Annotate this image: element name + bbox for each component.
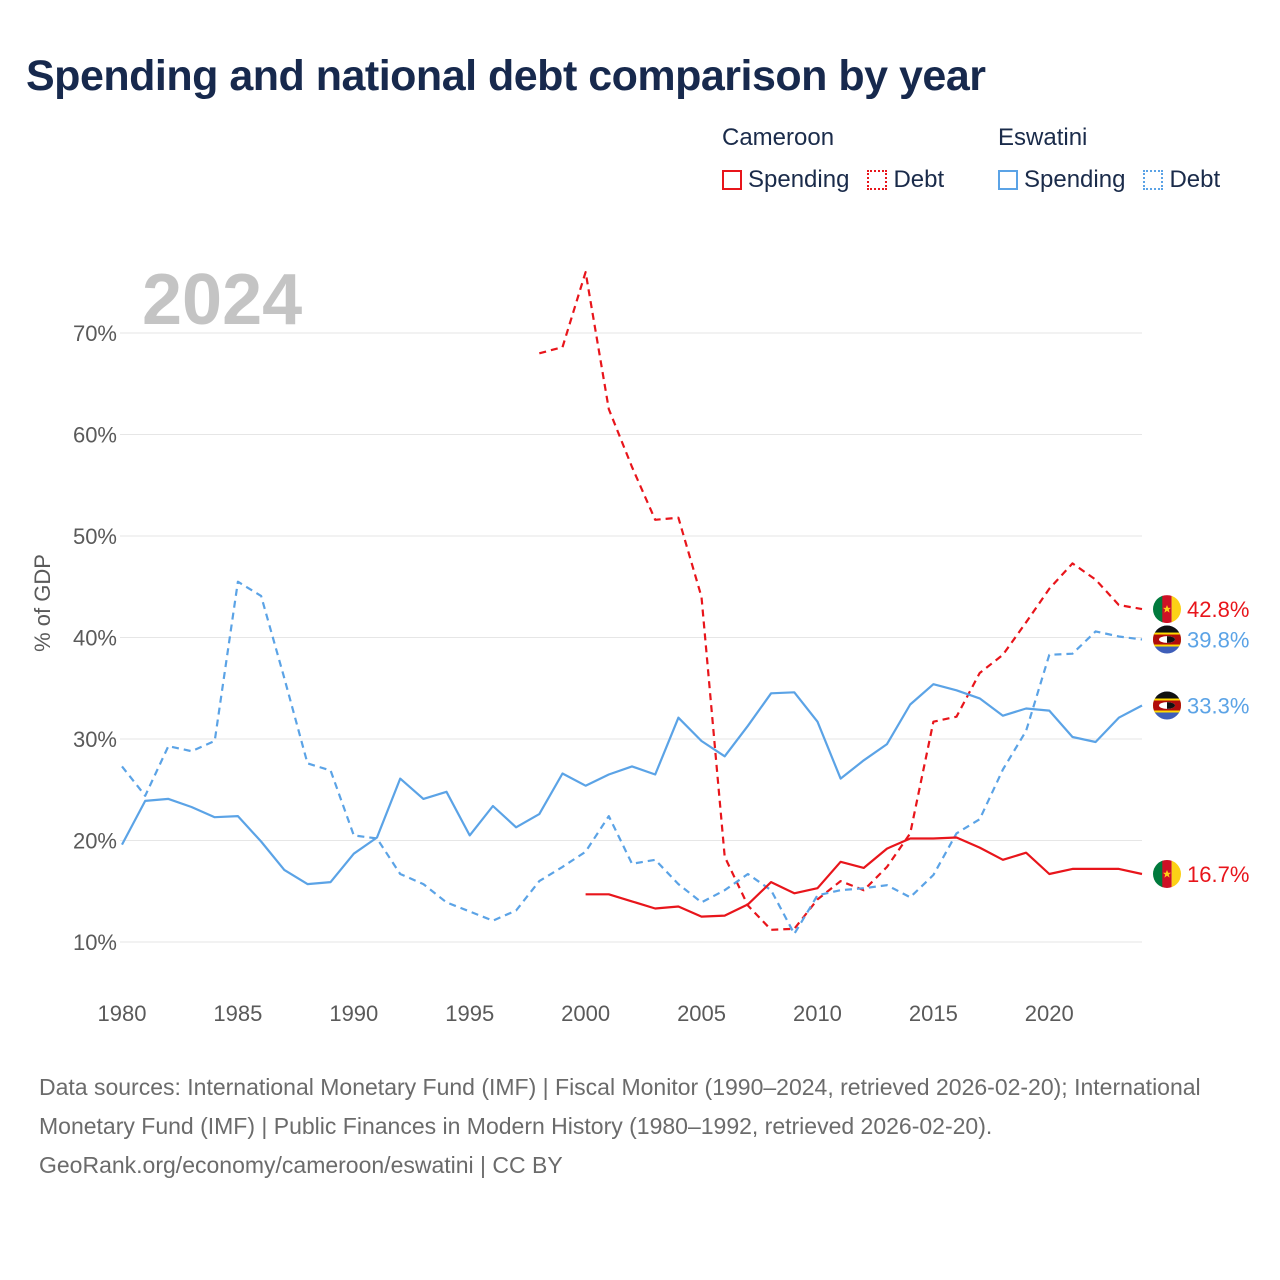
x-tick-label: 2020 <box>1025 1001 1074 1026</box>
legend-swatch-eswatini-debt <box>1143 170 1164 190</box>
legend-label: Spending <box>748 166 850 193</box>
legend-label: Debt <box>893 166 945 193</box>
legend-country-cameroon: Cameroon <box>722 124 835 151</box>
legend-item-eswatini-spending[interactable]: Spending <box>998 166 1125 194</box>
x-tick-label: 1980 <box>98 1001 147 1026</box>
grid <box>120 332 1142 943</box>
series-line-cameroon-debt[interactable] <box>539 271 1143 931</box>
x-tick-label: 2000 <box>561 1001 610 1026</box>
x-tick-label: 2010 <box>793 1001 842 1026</box>
x-tick-label: 1990 <box>329 1001 378 1026</box>
end-value-label: 42.8% <box>1187 597 1249 622</box>
end-value-label: 39.8% <box>1187 628 1249 653</box>
legend-item-cameroon-debt[interactable]: Debt <box>867 166 944 194</box>
y-tick-label: 10% <box>73 930 117 955</box>
end-markers: 42.8% 39.8% 33.3% 16.7% <box>1153 595 1249 888</box>
y-tick-label: 50% <box>73 524 117 549</box>
x-tick-label: 1995 <box>445 1001 494 1026</box>
x-ticks: 1980 1985 1990 1995 2000 2005 2010 2015 2020 <box>98 1001 1074 1026</box>
legend-group-cameroon: Cameroon Spending Debt <box>722 124 944 194</box>
end-value-label: 33.3% <box>1187 694 1249 719</box>
data-sources: Data sources: International Monetary Fun… <box>39 1074 1201 1139</box>
year-watermark: 2024 <box>142 260 302 340</box>
y-tick-label: 70% <box>73 321 117 346</box>
legend-swatch-cameroon-spending <box>722 170 742 190</box>
y-tick-label: 30% <box>73 727 117 752</box>
legend-swatch-eswatini-spending <box>998 170 1018 190</box>
legend-country-eswatini: Eswatini <box>998 124 1088 151</box>
legend-group-eswatini: Eswatini Spending Debt <box>998 124 1220 194</box>
y-tick-label: 60% <box>73 423 117 448</box>
legend-item-cameroon-spending[interactable]: Spending <box>722 166 849 194</box>
x-tick-label: 2005 <box>677 1001 726 1026</box>
footer: Data sources: International Monetary Fun… <box>39 1068 1239 1185</box>
y-tick-label: 40% <box>73 626 117 651</box>
series-line-cameroon-spending[interactable] <box>585 836 1143 918</box>
cameroon-flag-icon <box>1153 859 1181 888</box>
line-chart: 2024 % of GDP 10% 20% 30% 40% 50% 60% 70% 1980… <box>30 260 1249 1026</box>
series-lines <box>121 271 1143 935</box>
cameroon-flag-icon <box>1153 595 1181 624</box>
eswatini-flag-icon <box>1153 691 1181 720</box>
legend-label: Spending <box>1024 166 1126 193</box>
end-value-label: 16.7% <box>1187 862 1249 887</box>
legend-item-eswatini-debt[interactable]: Debt <box>1143 166 1220 194</box>
legend-swatch-cameroon-debt <box>867 170 888 190</box>
chart-title: Spending and national debt comparison by… <box>26 52 986 100</box>
y-ticks: 10% 20% 30% 40% 50% 60% 70% <box>73 321 117 955</box>
eswatini-flag-icon <box>1153 625 1181 654</box>
credit: GeoRank.org/economy/cameroon/eswatini | … <box>39 1152 563 1178</box>
legend-label: Debt <box>1169 166 1221 193</box>
y-axis-label: % of GDP <box>30 554 55 652</box>
x-tick-label: 1985 <box>213 1001 262 1026</box>
x-tick-label: 2015 <box>909 1001 958 1026</box>
y-tick-label: 20% <box>73 829 117 854</box>
series-line-eswatini-debt[interactable] <box>121 580 1143 935</box>
series-line-eswatini-spending[interactable] <box>121 683 1143 886</box>
